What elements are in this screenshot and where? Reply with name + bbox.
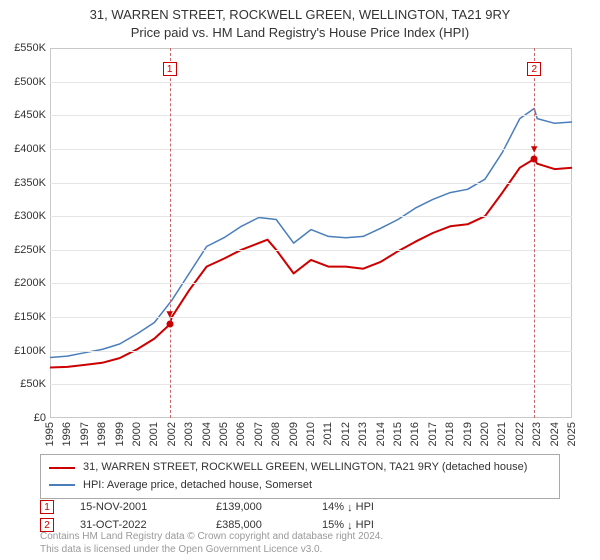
event-row-price: £139,000	[216, 501, 296, 513]
event-row: 1 15-NOV-2001 £139,000 14% ↓ HPI	[40, 498, 560, 516]
legend: 31, WARREN STREET, ROCKWELL GREEN, WELLI…	[40, 454, 560, 499]
x-axis-label: 1995	[44, 422, 56, 446]
y-axis-label: £500K	[14, 76, 46, 88]
y-axis-label: £450K	[14, 109, 46, 121]
x-axis-label: 2004	[201, 422, 213, 446]
x-axis-label: 2013	[357, 422, 369, 446]
event-row-price: £385,000	[216, 519, 296, 531]
x-axis-label: 2024	[549, 422, 561, 446]
x-axis-label: 2025	[566, 422, 578, 446]
event-marker-box: 2	[527, 62, 541, 76]
x-axis-label: 2002	[166, 422, 178, 446]
gridline-h	[50, 82, 572, 83]
legend-swatch-hpi	[49, 484, 75, 486]
x-axis-label: 2017	[427, 422, 439, 446]
gridline-h	[50, 384, 572, 385]
x-axis-label: 2005	[218, 422, 230, 446]
x-axis-label: 2009	[288, 422, 300, 446]
event-row-date: 15-NOV-2001	[80, 501, 190, 513]
x-axis-label: 2010	[305, 422, 317, 446]
event-row-delta: 14% ↓ HPI	[322, 501, 374, 513]
gridline-h	[50, 317, 572, 318]
x-axis-label: 2016	[409, 422, 421, 446]
x-axis-label: 2021	[496, 422, 508, 446]
gridline-h	[50, 250, 572, 251]
x-axis-label: 2015	[392, 422, 404, 446]
events-table: 1 15-NOV-2001 £139,000 14% ↓ HPI 2 31-OCT-202…	[40, 498, 560, 534]
x-axis-label: 2019	[462, 422, 474, 446]
x-axis-label: 2008	[270, 422, 282, 446]
x-axis-label: 2006	[235, 422, 247, 446]
y-axis-label: £250K	[14, 244, 46, 256]
footer-line-2: This data is licensed under the Open Gov…	[40, 544, 560, 557]
event-row-date: 31-OCT-2022	[80, 519, 190, 531]
price-chart: £0£50K£100K£150K£200K£250K£300K£350K£400…	[50, 48, 572, 418]
legend-item-hpi: HPI: Average price, detached house, Some…	[49, 477, 551, 495]
gridline-h	[50, 115, 572, 116]
y-axis-label: £400K	[14, 143, 46, 155]
event-point	[531, 156, 538, 163]
y-axis-label: £550K	[14, 42, 46, 54]
x-axis-label: 2022	[514, 422, 526, 446]
gridline-h	[50, 283, 572, 284]
legend-label-subject: 31, WARREN STREET, ROCKWELL GREEN, WELLI…	[83, 459, 527, 477]
x-axis-label: 1996	[61, 422, 73, 446]
x-axis-label: 2023	[531, 422, 543, 446]
y-axis-label: £150K	[14, 311, 46, 323]
x-axis-label: 2020	[479, 422, 491, 446]
event-row-num: 2	[40, 518, 54, 532]
footer: Contains HM Land Registry data © Crown c…	[40, 531, 560, 556]
x-axis-label: 2000	[131, 422, 143, 446]
event-line	[534, 48, 535, 418]
y-axis-label: £350K	[14, 177, 46, 189]
chart-lines	[50, 48, 572, 418]
x-axis-label: 2018	[444, 422, 456, 446]
event-point	[166, 321, 173, 328]
x-axis-label: 2001	[148, 422, 160, 446]
event-arrow-icon: ▼	[529, 143, 540, 155]
page-subtitle: Price paid vs. HM Land Registry's House …	[0, 24, 600, 42]
footer-line-1: Contains HM Land Registry data © Crown c…	[40, 531, 560, 544]
page-title: 31, WARREN STREET, ROCKWELL GREEN, WELLI…	[0, 6, 600, 24]
x-axis-label: 1998	[96, 422, 108, 446]
series-line-subject	[50, 159, 572, 368]
y-axis-label: £100K	[14, 345, 46, 357]
gridline-h	[50, 149, 572, 150]
y-axis-label: £200K	[14, 277, 46, 289]
gridline-h	[50, 216, 572, 217]
x-axis-label: 1999	[114, 422, 126, 446]
y-axis-label: £50K	[20, 378, 46, 390]
x-axis-label: 2014	[375, 422, 387, 446]
legend-label-hpi: HPI: Average price, detached house, Some…	[83, 477, 312, 495]
x-axis-label: 2003	[183, 422, 195, 446]
series-line-hpi	[50, 109, 572, 358]
gridline-h	[50, 351, 572, 352]
x-axis-label: 1997	[79, 422, 91, 446]
event-row-num: 1	[40, 500, 54, 514]
event-arrow-icon: ▼	[164, 309, 175, 321]
event-row-delta: 15% ↓ HPI	[322, 519, 374, 531]
legend-item-subject: 31, WARREN STREET, ROCKWELL GREEN, WELLI…	[49, 459, 551, 477]
gridline-h	[50, 183, 572, 184]
legend-swatch-subject	[49, 467, 75, 469]
x-axis-label: 2011	[322, 422, 334, 446]
x-axis-label: 2007	[253, 422, 265, 446]
event-marker-box: 1	[163, 62, 177, 76]
event-line	[170, 48, 171, 418]
x-axis-label: 2012	[340, 422, 352, 446]
y-axis-label: £300K	[14, 210, 46, 222]
